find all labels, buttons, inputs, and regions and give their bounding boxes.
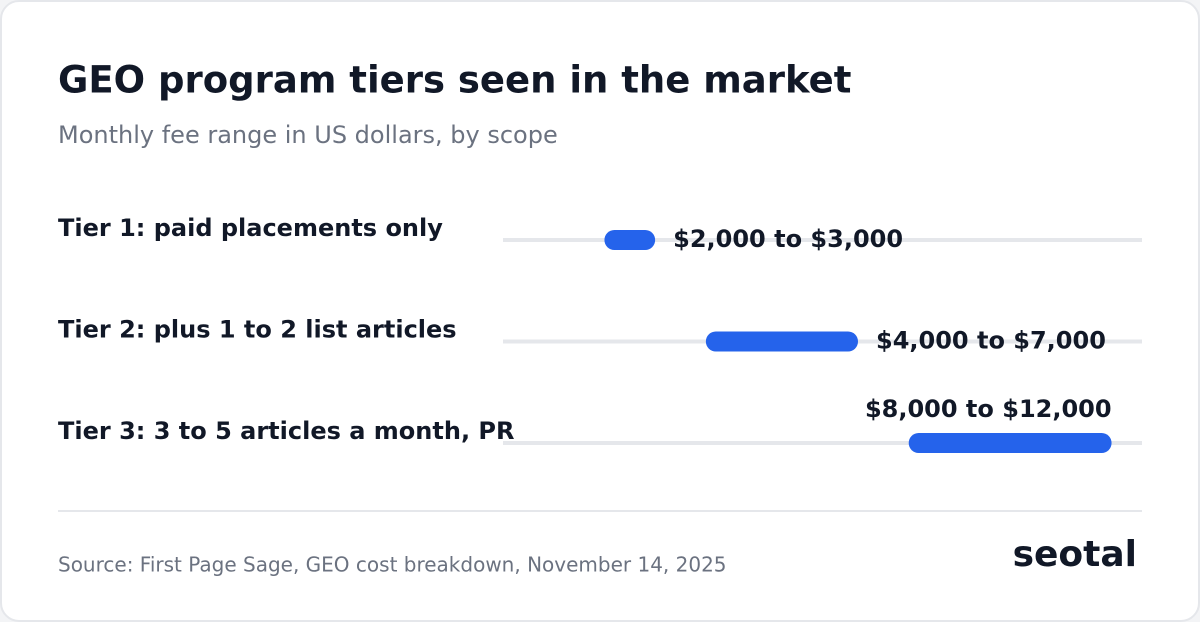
value-label: $8,000 to $12,000 xyxy=(865,395,1112,423)
category-label: Tier 2: plus 1 to 2 list articles xyxy=(58,316,457,344)
value-label: $4,000 to $7,000 xyxy=(876,327,1106,355)
range-bar xyxy=(908,433,1112,453)
category-label: Tier 1: paid placements only xyxy=(58,214,443,242)
chart-subtitle: Monthly fee range in US dollars, by scop… xyxy=(58,121,558,149)
range-bar xyxy=(604,230,656,250)
source: Source: First Page Sage, GEO cost breakd… xyxy=(58,553,727,577)
category-label: Tier 3: 3 to 5 articles a month, PR xyxy=(58,417,514,445)
range-bar xyxy=(705,331,858,352)
logo: seotal xyxy=(1013,534,1137,575)
value-label: $2,000 to $3,000 xyxy=(673,225,903,253)
chart-title: GEO program tiers seen in the market xyxy=(58,59,851,102)
